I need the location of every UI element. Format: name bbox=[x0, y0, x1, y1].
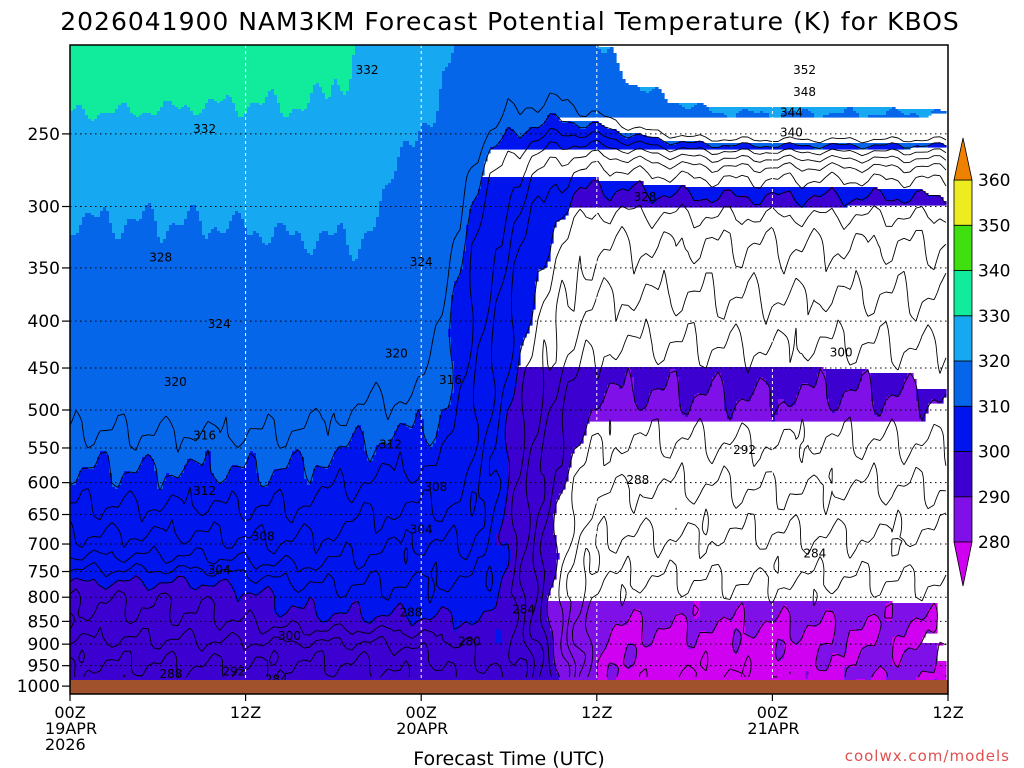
contour-label: 304 bbox=[208, 563, 231, 577]
y-tick-label: 750 bbox=[28, 563, 60, 583]
y-axis-ticks: 250 300 350 400 450 500 550 600 650 700 750 800 850 9… bbox=[17, 125, 70, 697]
contour-label: 324 bbox=[410, 255, 433, 269]
colorbar-segment bbox=[953, 270, 973, 317]
contour-label: 288 bbox=[160, 667, 183, 681]
colorbar-tick-label: 350 bbox=[978, 216, 1010, 236]
contour-fill-field bbox=[70, 45, 947, 682]
contour-label: 340 bbox=[780, 125, 803, 139]
contour-label: 324 bbox=[208, 317, 231, 331]
contour-label: 288 bbox=[626, 473, 649, 487]
colorbar-segment bbox=[953, 179, 973, 226]
contour-label: 320 bbox=[164, 375, 187, 389]
x-tick-label: 20APR bbox=[396, 719, 448, 738]
colorbar-top-arrow bbox=[953, 137, 973, 181]
colorbar-tick-label: 330 bbox=[978, 307, 1010, 327]
x-tick-label: 12Z bbox=[932, 703, 963, 722]
x-axis-title: Forecast Time (UTC) bbox=[413, 748, 604, 768]
colorbar-tick-label: 320 bbox=[978, 352, 1010, 372]
contour-label: 300 bbox=[830, 346, 853, 360]
y-tick-label: 900 bbox=[28, 635, 60, 655]
x-tick-label: 2026 bbox=[45, 735, 86, 754]
y-tick-label: 450 bbox=[28, 359, 60, 379]
contour-labels: 332 332 352 348 344 340 328 328 324 324 320 320 316 3… bbox=[149, 63, 852, 686]
contour-label: 328 bbox=[149, 251, 172, 265]
y-tick-label: 350 bbox=[28, 259, 60, 279]
contour-path bbox=[69, 92, 947, 678]
y-tick-label: 1000 bbox=[17, 677, 60, 697]
colorbar: 280 290 300 310 320 330 340 350 360 bbox=[953, 137, 1010, 587]
y-tick-label: 800 bbox=[28, 588, 60, 608]
contour-label: 320 bbox=[385, 347, 408, 361]
contour-label: 316 bbox=[439, 373, 462, 387]
contour-label: 328 bbox=[634, 190, 657, 204]
colorbar-segment bbox=[953, 451, 973, 498]
contour-label: 292 bbox=[733, 443, 756, 457]
chart-title: 2026041900 NAM3KM Forecast Potential Tem… bbox=[60, 7, 960, 36]
contour-label: 288 bbox=[400, 605, 423, 619]
colorbar-bottom-arrow bbox=[953, 541, 973, 587]
x-tick-label: 12Z bbox=[581, 703, 612, 722]
contour-label: 312 bbox=[193, 484, 216, 498]
y-tick-label: 300 bbox=[28, 198, 60, 218]
contour-label: 332 bbox=[193, 122, 216, 136]
x-tick-label: 19APR bbox=[45, 719, 97, 738]
contour-lines bbox=[69, 92, 947, 678]
colorbar-tick-label: 310 bbox=[978, 397, 1010, 417]
contour-label: 308 bbox=[252, 530, 275, 544]
contour-label: 308 bbox=[424, 480, 447, 494]
colorbar-tick-label: 280 bbox=[978, 533, 1010, 553]
y-tick-label: 600 bbox=[28, 474, 60, 494]
ground-bar bbox=[70, 680, 948, 694]
contour-label: 280 bbox=[458, 634, 481, 648]
y-tick-label: 400 bbox=[28, 312, 60, 332]
y-tick-label: 650 bbox=[28, 506, 60, 526]
contour-label: 284 bbox=[512, 602, 535, 616]
y-tick-label: 700 bbox=[28, 535, 60, 555]
colorbar-segment bbox=[953, 315, 973, 362]
colorbar-tick-label: 360 bbox=[978, 171, 1010, 191]
grid-lines bbox=[69, 45, 949, 687]
y-tick-label: 250 bbox=[28, 125, 60, 145]
contour-label: 332 bbox=[356, 63, 379, 77]
contour-label: 312 bbox=[379, 437, 402, 451]
x-tick-label: 00Z bbox=[406, 703, 437, 722]
y-tick-label: 550 bbox=[28, 439, 60, 459]
contour-label: 344 bbox=[780, 106, 803, 120]
colorbar-tick-label: 300 bbox=[978, 443, 1010, 463]
y-tick-label: 850 bbox=[28, 612, 60, 632]
colorbar-segment bbox=[953, 224, 973, 271]
x-tick-label: 00Z bbox=[54, 703, 85, 722]
credit-text: coolwx.com/models bbox=[845, 747, 1010, 765]
contour-label: 352 bbox=[793, 63, 816, 77]
x-tick-label: 00Z bbox=[757, 703, 788, 722]
contour-label: 348 bbox=[793, 85, 816, 99]
y-tick-label: 950 bbox=[28, 657, 60, 677]
x-tick-label: 12Z bbox=[230, 703, 261, 722]
colorbar-tick-label: 290 bbox=[978, 488, 1010, 508]
colorbar-segment bbox=[953, 405, 973, 452]
contour-label: 300 bbox=[278, 629, 301, 643]
contour-label: 292 bbox=[222, 665, 245, 679]
contour-label: 316 bbox=[193, 428, 216, 442]
x-tick-label: 21APR bbox=[747, 719, 799, 738]
contour-label: 284 bbox=[803, 547, 826, 561]
contour-label: 304 bbox=[410, 523, 433, 537]
colorbar-tick-label: 340 bbox=[978, 262, 1010, 282]
plot-frame bbox=[69, 44, 949, 695]
colorbar-segment bbox=[953, 496, 973, 543]
colorbar-segment bbox=[953, 360, 973, 407]
y-tick-label: 500 bbox=[28, 401, 60, 421]
